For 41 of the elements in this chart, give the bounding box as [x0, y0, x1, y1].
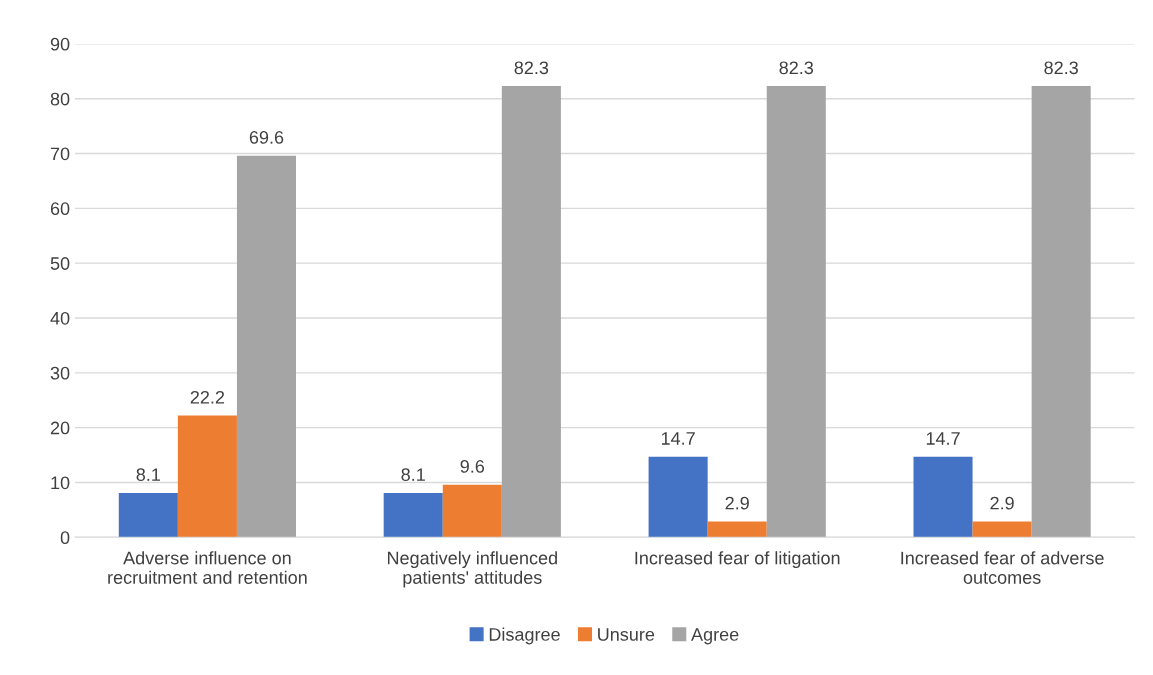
bar — [383, 492, 443, 538]
bar — [648, 456, 708, 538]
bar — [442, 484, 502, 538]
data-label: 22.2 — [190, 390, 225, 404]
data-label: 2.9 — [725, 496, 749, 510]
data-label: 2.9 — [990, 496, 1014, 510]
y-tick-label: 70 — [50, 147, 70, 161]
x-tick-label: Increased fear of adverse outcomes — [901, 551, 1104, 584]
bar — [177, 415, 237, 538]
data-label: 14.7 — [661, 432, 695, 445]
y-tick-label: 80 — [50, 92, 70, 106]
y-tick-label: 50 — [50, 257, 70, 270]
bar — [707, 521, 767, 538]
data-label: 14.7 — [926, 432, 960, 445]
y-tick-label: 60 — [50, 202, 70, 216]
data-label: 8.1 — [136, 468, 160, 481]
y-tick-label: 30 — [50, 366, 70, 380]
x-tick-label: Increased fear of litigation — [635, 551, 840, 569]
y-tick-label: 10 — [51, 476, 70, 490]
legend-label: Agree — [691, 628, 739, 645]
data-label: 82.3 — [1044, 61, 1078, 75]
data-label: 69.6 — [249, 131, 284, 144]
x-tick-label: Adverse influence on recruitment and retention — [108, 551, 307, 584]
bar — [1031, 86, 1091, 538]
y-tick-label: 40 — [50, 311, 70, 325]
data-label: 82.3 — [779, 61, 814, 75]
bar — [766, 86, 826, 538]
data-label: 82.3 — [514, 61, 549, 75]
bar — [913, 456, 973, 538]
data-label: 8.1 — [401, 468, 425, 481]
y-tick-label: 0 — [60, 531, 70, 545]
y-tick-label: 90 — [50, 37, 70, 51]
legend-label: Unsure — [598, 628, 655, 641]
bar — [236, 155, 297, 538]
bar — [501, 86, 561, 538]
y-tick-label: 20 — [50, 421, 70, 435]
x-tick-label: Negatively influenced patients' attitudes — [387, 551, 557, 588]
bar — [118, 492, 178, 538]
bar — [972, 521, 1032, 538]
legend-label: Disagree — [489, 627, 560, 645]
data-label: 9.6 — [460, 459, 485, 473]
